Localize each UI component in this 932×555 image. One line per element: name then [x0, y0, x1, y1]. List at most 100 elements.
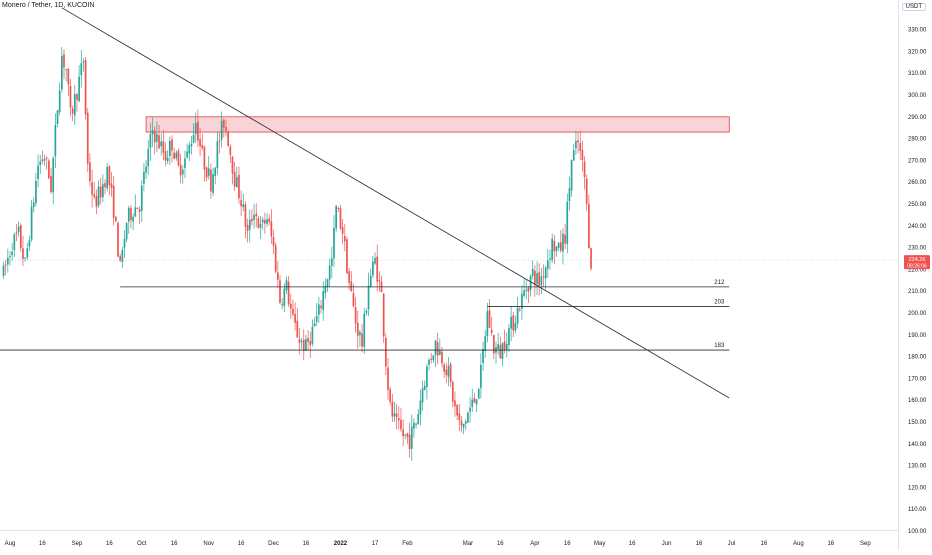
candle-up[interactable]: [127, 207, 130, 222]
candle-down[interactable]: [458, 413, 461, 421]
candle-down[interactable]: [45, 157, 48, 159]
candle-down[interactable]: [585, 178, 588, 204]
candle-up[interactable]: [374, 258, 376, 264]
candle-up[interactable]: [24, 257, 26, 259]
candle-up[interactable]: [333, 227, 335, 259]
candle-up[interactable]: [285, 280, 288, 291]
candle-down[interactable]: [41, 159, 44, 161]
candle-down[interactable]: [354, 307, 357, 324]
candle-up[interactable]: [335, 205, 338, 229]
candle-down[interactable]: [473, 398, 476, 403]
candle-down[interactable]: [110, 183, 113, 188]
candle-down[interactable]: [251, 218, 253, 222]
candle-up[interactable]: [121, 249, 124, 262]
candle-down[interactable]: [222, 119, 225, 128]
candle-up[interactable]: [322, 291, 325, 310]
candle-down[interactable]: [445, 369, 448, 376]
candle-up[interactable]: [166, 157, 169, 161]
candle-down[interactable]: [287, 281, 290, 305]
candle-up[interactable]: [52, 157, 55, 193]
candle-up[interactable]: [562, 233, 564, 252]
candle-down[interactable]: [255, 213, 258, 217]
candle-down[interactable]: [177, 150, 180, 166]
candle-down[interactable]: [4, 264, 7, 266]
candle-down[interactable]: [69, 85, 72, 108]
candle-down[interactable]: [164, 151, 167, 161]
candle-up[interactable]: [410, 426, 413, 449]
candle-up[interactable]: [475, 399, 478, 405]
candle-down[interactable]: [84, 60, 87, 115]
candle-up[interactable]: [510, 316, 512, 329]
candle-up[interactable]: [253, 214, 255, 220]
candle-up[interactable]: [428, 359, 430, 365]
candle-down[interactable]: [197, 121, 199, 141]
candle-up[interactable]: [514, 323, 517, 331]
candle-up[interactable]: [516, 307, 519, 324]
candle-up[interactable]: [266, 219, 268, 224]
candle-down[interactable]: [50, 176, 52, 193]
candle-down[interactable]: [119, 256, 122, 261]
candle-down[interactable]: [302, 339, 305, 352]
candle-up[interactable]: [30, 206, 33, 240]
candle-up[interactable]: [283, 288, 286, 307]
candle-down[interactable]: [270, 221, 273, 237]
candle-up[interactable]: [132, 216, 134, 222]
candle-down[interactable]: [292, 308, 294, 315]
candle-up[interactable]: [447, 365, 450, 377]
candle-down[interactable]: [130, 207, 132, 221]
candle-up[interactable]: [145, 166, 147, 173]
candle-down[interactable]: [384, 337, 387, 367]
candle-up[interactable]: [28, 240, 31, 247]
candle-up[interactable]: [73, 94, 76, 116]
candle-up[interactable]: [575, 140, 577, 149]
candle-down[interactable]: [400, 419, 402, 430]
candle-down[interactable]: [104, 183, 106, 188]
candle-up[interactable]: [39, 161, 42, 166]
candle-up[interactable]: [413, 422, 415, 429]
candle-down[interactable]: [307, 338, 309, 342]
candle-up[interactable]: [102, 184, 104, 198]
candle-up[interactable]: [480, 364, 482, 388]
candle-up[interactable]: [143, 171, 145, 184]
candle-up[interactable]: [184, 158, 186, 168]
candle-down[interactable]: [179, 164, 182, 176]
candle-down[interactable]: [343, 236, 346, 242]
candle-up[interactable]: [35, 180, 37, 204]
candle-up[interactable]: [464, 421, 467, 424]
candle-up[interactable]: [469, 407, 471, 412]
candle-up[interactable]: [570, 159, 573, 191]
candle-up[interactable]: [134, 207, 137, 217]
candle-up[interactable]: [484, 336, 487, 351]
candle-down[interactable]: [274, 245, 277, 272]
trendline[interactable]: [61, 7, 730, 399]
candle-up[interactable]: [82, 61, 85, 63]
candle-down[interactable]: [19, 225, 22, 248]
candle-up[interactable]: [54, 125, 57, 157]
candle-up[interactable]: [147, 148, 150, 167]
candle-down[interactable]: [488, 310, 491, 328]
candle-up[interactable]: [242, 204, 245, 208]
candle-down[interactable]: [503, 341, 506, 351]
candle-down[interactable]: [257, 218, 260, 229]
candle-up[interactable]: [467, 412, 469, 423]
candle-down[interactable]: [451, 382, 454, 402]
candle-down[interactable]: [210, 169, 212, 192]
candle-up[interactable]: [78, 76, 80, 102]
candle-up[interactable]: [423, 385, 426, 390]
candle-up[interactable]: [311, 326, 314, 344]
candle-down[interactable]: [276, 272, 279, 280]
candle-up[interactable]: [305, 339, 307, 351]
candle-up[interactable]: [482, 349, 484, 363]
candle-down[interactable]: [492, 335, 495, 354]
candle-down[interactable]: [233, 171, 236, 187]
resistance-zone[interactable]: [145, 116, 730, 133]
candle-down[interactable]: [201, 144, 204, 149]
candle-down[interactable]: [229, 146, 232, 155]
candle-up[interactable]: [525, 289, 528, 291]
candle-down[interactable]: [279, 280, 281, 303]
candle-up[interactable]: [501, 343, 504, 359]
candle-down[interactable]: [71, 108, 74, 114]
candle-down[interactable]: [581, 149, 584, 160]
candle-up[interactable]: [365, 310, 368, 313]
